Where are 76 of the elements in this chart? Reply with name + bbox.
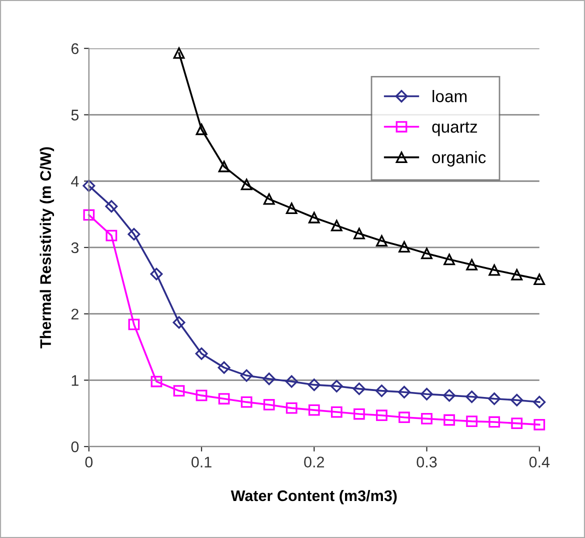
point [196,390,208,402]
point [352,382,366,396]
point [353,228,365,240]
point [533,396,546,408]
point [534,418,546,430]
point [218,361,230,374]
point [173,47,185,59]
y-tick-label: 0 [71,441,79,452]
point [488,392,501,405]
x-tick-label: 0.4 [529,456,550,468]
point [443,389,456,402]
x-tick-label: 0.2 [304,456,324,468]
y-tick-label: 5 [71,110,79,120]
point [421,248,432,260]
legend-label: quartz [432,122,478,136]
point [353,408,365,420]
point [285,375,298,388]
point [195,347,208,360]
point [82,180,96,192]
point [286,402,298,414]
point [420,388,433,400]
point [466,416,478,428]
point [128,318,140,330]
point [263,193,275,205]
y-axis-title: Thermal Resistivity (m C/W) [40,147,54,348]
point [196,124,208,136]
point [488,264,500,276]
point [173,385,185,396]
point [398,241,410,253]
point [466,259,478,270]
y-tick-label: 2 [71,308,78,320]
point [308,378,320,392]
point [308,212,320,224]
point [444,414,455,426]
point [83,209,95,221]
point [218,393,230,404]
point [150,376,162,388]
point [375,384,388,398]
point [511,268,523,280]
y-tick-label: 6 [71,43,79,54]
point [106,230,118,242]
x-tick-label: 0.1 [192,456,212,468]
x-tick-label: 0.3 [416,456,437,468]
y-tick-label: 3 [71,242,79,254]
x-axis-title: Water Content (m3/m3) [230,490,397,504]
point [150,268,163,280]
legend-label: loam [432,90,467,102]
point [511,418,523,430]
point [240,178,252,190]
point [510,394,524,406]
point [330,380,343,392]
point [105,200,118,213]
point [308,404,320,416]
point [444,254,455,266]
point [398,386,410,398]
point [330,220,342,232]
point [398,412,410,424]
point [286,202,298,214]
point [376,410,388,422]
point [421,412,432,424]
point [218,160,230,172]
point [466,390,478,404]
point [240,396,252,408]
point [263,399,275,410]
legend-label: organic [432,151,486,167]
point [128,228,140,240]
y-tick-label: 1 [72,375,78,386]
point [534,274,546,286]
point [262,372,276,386]
point [172,316,186,329]
x-tick-label: 0 [85,456,93,468]
point [330,406,342,418]
point [376,235,388,247]
y-tick-label: 4 [71,176,79,187]
point [488,416,500,428]
point [240,369,253,382]
